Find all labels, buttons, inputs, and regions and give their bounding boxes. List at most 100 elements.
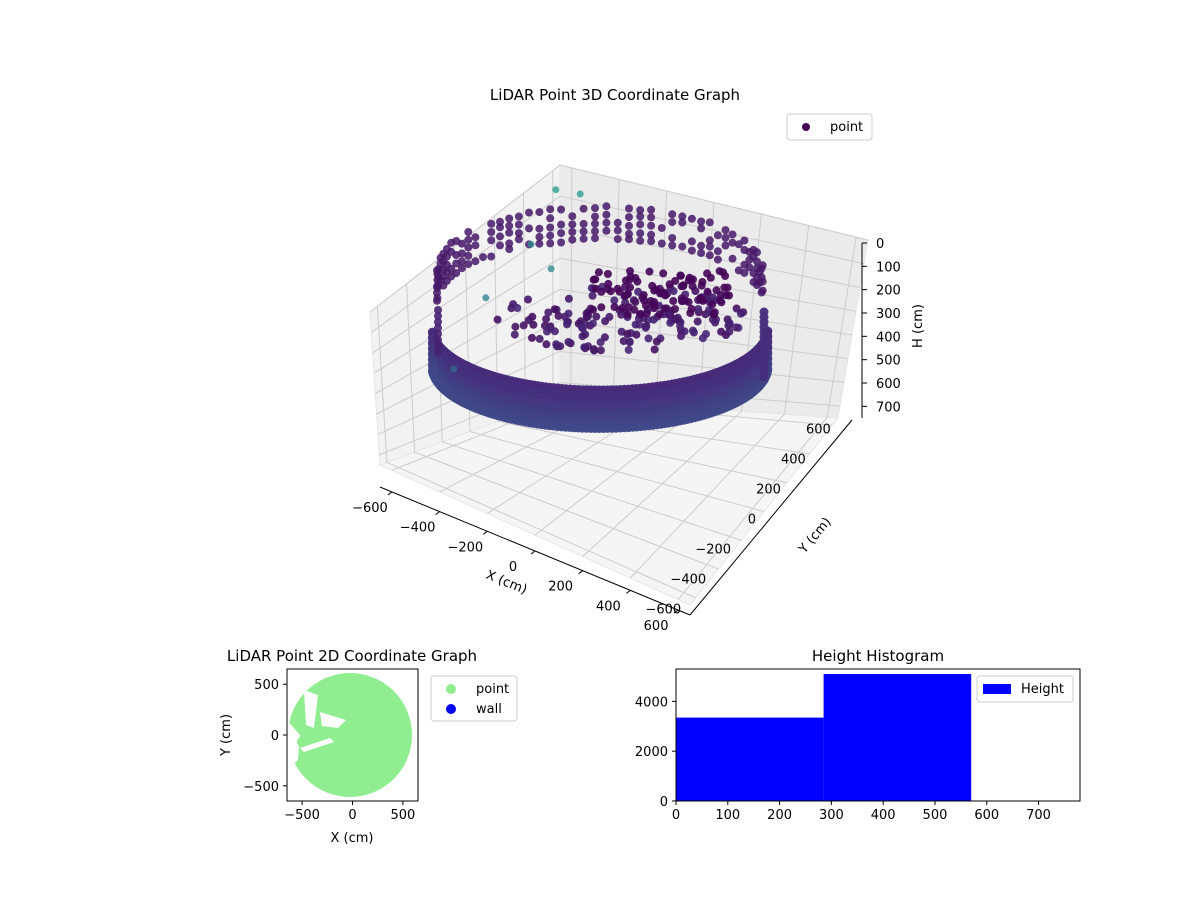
point-3d (630, 306, 638, 314)
point-3d (525, 224, 533, 232)
point-3d (618, 304, 626, 312)
y-axis-label-3d: Y (cm) (795, 515, 834, 558)
point-3d (511, 323, 519, 331)
point-3d (719, 268, 727, 276)
point-3d (729, 231, 737, 239)
point-3d (626, 283, 634, 291)
point-3d (707, 274, 715, 282)
point-3d (590, 345, 598, 353)
point-3d (604, 270, 612, 278)
x-tick-label-3d: 200 (548, 580, 573, 595)
point-3d (722, 234, 730, 242)
plot-2d: LiDAR Point 2D Coordinate Graph −500 0 500… (219, 647, 517, 846)
x-tick-label-hist: 100 (715, 808, 740, 823)
hist-bar (824, 674, 972, 801)
point-3d (591, 227, 599, 235)
x-tick-label-hist: 300 (819, 808, 844, 823)
point-3d (620, 337, 628, 345)
y-tick-label-3d: 400 (781, 453, 806, 468)
point-3d (546, 325, 554, 333)
point-3d (678, 243, 686, 251)
point-3d (597, 303, 605, 311)
point-3d (568, 220, 576, 228)
point-3d (464, 252, 472, 260)
point-3d (513, 304, 521, 312)
point-3d (633, 278, 641, 286)
y-tick-label-2d: 0 (271, 729, 279, 744)
legend-2d-wall-marker (446, 704, 456, 714)
point-3d (647, 206, 655, 214)
z-tick-label-3d: 400 (876, 330, 901, 345)
legend-3d-marker (802, 123, 810, 131)
point-3d (759, 261, 767, 269)
point-3d (580, 343, 588, 351)
point-3d (694, 318, 702, 326)
legend-3d-label: point (830, 120, 863, 135)
point-3d (646, 268, 654, 276)
point-3d (740, 237, 748, 245)
point-3d (546, 239, 554, 247)
x-tick-label-3d: 400 (596, 599, 621, 614)
point-3d (676, 322, 684, 330)
point-3d (625, 205, 633, 213)
point-3d (623, 330, 631, 338)
x-tick-label-hist: 400 (871, 808, 896, 823)
point-3d (433, 294, 441, 302)
y-tick-3d (792, 487, 796, 488)
point-3d (697, 242, 705, 250)
point-3d (653, 338, 661, 346)
point-3d (688, 215, 696, 223)
point-3d (632, 331, 640, 339)
y-axis-label-2d: Y (cm) (219, 714, 234, 757)
x-tick-label-2d: −500 (284, 808, 320, 823)
point-3d (697, 249, 705, 257)
point-3d (546, 214, 554, 222)
plot-3d: LiDAR Point 3D Coordinate Graph −600−400… (352, 86, 926, 634)
point-3d (589, 320, 597, 328)
point-3d (579, 332, 587, 340)
point-3d (688, 305, 696, 313)
point-3d (601, 317, 609, 325)
point-3d (660, 289, 668, 297)
hist-bar (676, 718, 824, 801)
point-3d (515, 221, 523, 229)
z-tick-label-3d: 700 (876, 400, 901, 415)
point-3d (464, 244, 472, 252)
point-3d (592, 285, 600, 293)
legend-hist: Height (977, 676, 1073, 702)
z-axis-label-3d: H (cm) (911, 304, 926, 348)
x-tick-3d (436, 512, 440, 515)
x-tick-label-2d: 0 (348, 808, 356, 823)
point-3d (658, 224, 666, 232)
point-3d (659, 269, 667, 277)
x-tick-label-hist: 500 (923, 808, 948, 823)
point-3d (557, 229, 565, 237)
point-3d (669, 297, 677, 305)
point-3d (602, 227, 610, 235)
point-3d (636, 213, 644, 221)
point-3d (614, 235, 622, 243)
point-3d (528, 313, 536, 321)
y-tick-3d (842, 427, 846, 428)
point-3d (591, 234, 599, 242)
z-tick-label-3d: 600 (876, 377, 901, 392)
point-3d (561, 313, 569, 321)
point-3d (535, 225, 543, 233)
point-3d (679, 297, 687, 305)
plot-histogram: Height Histogram 0 100 200 300 400 500 600 7000… (635, 647, 1080, 823)
point-3d (520, 321, 528, 329)
point-3d (616, 288, 624, 296)
point-3d (625, 235, 633, 243)
legend-2d-point-label: point (476, 682, 509, 697)
point-3d (734, 324, 742, 332)
point-3d (528, 334, 536, 342)
y-tick-label-2d: 500 (254, 678, 279, 693)
point-3d (515, 213, 523, 221)
y-tick-3d (742, 547, 746, 548)
point-3d (722, 242, 730, 250)
point-3d (557, 206, 565, 214)
arm-blob (297, 737, 307, 747)
point-3d (515, 235, 523, 243)
point-3d (651, 302, 659, 310)
y-tick-label-3d: −200 (695, 543, 731, 558)
